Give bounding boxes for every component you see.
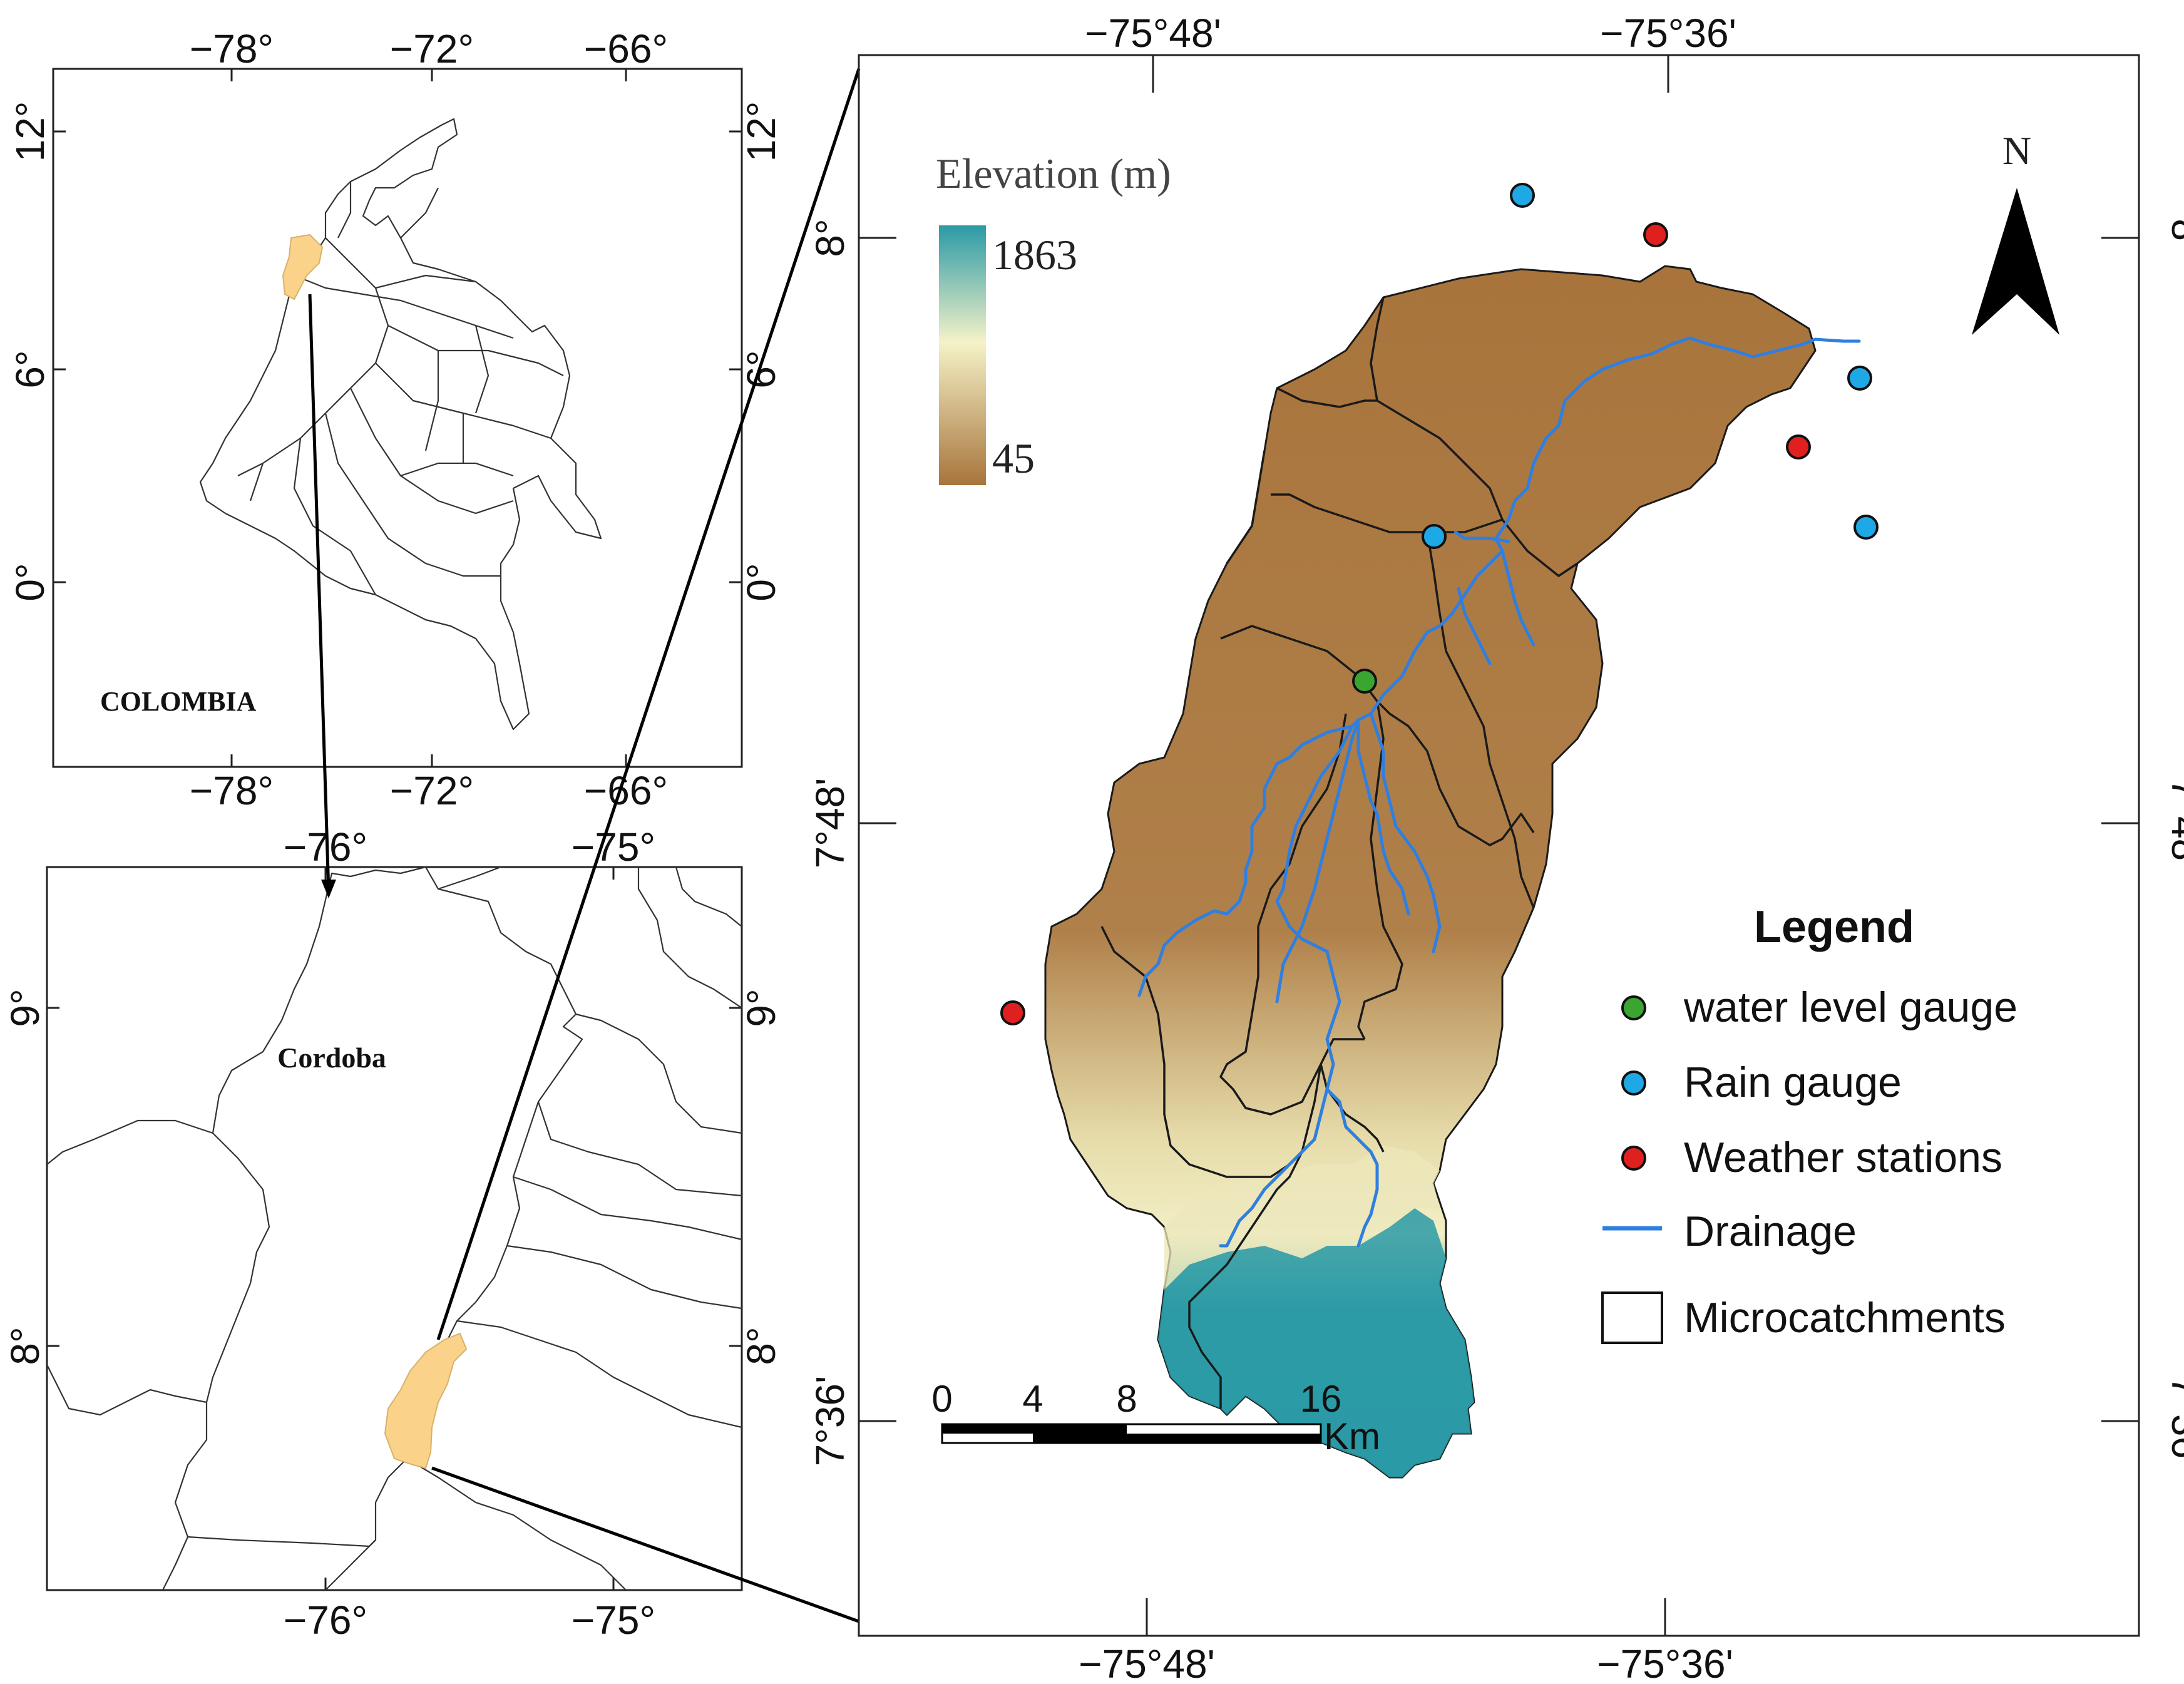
- overview-study-area-highlight: [282, 234, 324, 300]
- colombia-dept-borders: [237, 182, 564, 595]
- legend-water-level-symbol: [1621, 995, 1646, 1020]
- elevation-max-label: 1863: [992, 231, 1077, 279]
- main-top-tick-1: −75°48': [1085, 11, 1221, 56]
- overview-right-tick-3: 0°: [739, 563, 784, 601]
- department-label: Cordoba: [277, 1042, 386, 1074]
- legend-item-water-level: water level gauge: [1683, 983, 2017, 1031]
- weather-station-point: [1000, 1000, 1025, 1025]
- overview-bottom-tick-2: −72°: [390, 768, 474, 813]
- main-frame: [858, 54, 2140, 1637]
- main-left-tick-1: 8°: [807, 218, 853, 257]
- zoom-line-bottom: [431, 1466, 859, 1623]
- overview-to-department-arrow: [308, 294, 331, 893]
- leader-lines: [308, 68, 861, 1623]
- legend-item-drainage: Drainage: [1684, 1208, 1857, 1255]
- legend-title: Legend: [1754, 902, 1914, 952]
- department-study-area-highlight: [384, 1332, 468, 1469]
- legend-item-weather-stations: Weather stations: [1684, 1134, 2002, 1181]
- arrowhead-icon: [321, 880, 336, 898]
- cordoba-neighbour-borders: [46, 866, 742, 1591]
- department-frame: [46, 866, 743, 1591]
- main-right-tick-1: 8°: [2163, 218, 2184, 257]
- legend-microcatchment-symbol: [1601, 1291, 1663, 1344]
- overview-top-tick-1: −78°: [190, 26, 274, 71]
- main-left-tick-3: 7°36': [807, 1376, 853, 1467]
- water-level-gauge-point: [1352, 669, 1377, 694]
- microcatchment-boundaries: [1100, 297, 1578, 1409]
- cordoba-outline: [174, 866, 583, 1548]
- highland-transition: [1164, 1146, 1440, 1290]
- stations: [1000, 183, 1879, 1025]
- overview-left-tick-3: 0°: [8, 563, 53, 601]
- overview-top-tick-2: −72°: [390, 26, 474, 71]
- overview-right-tick-1: 12°: [739, 101, 784, 162]
- main-left-tick-2: 7°48': [807, 778, 853, 869]
- overview-right-tick-2: 6°: [739, 350, 784, 388]
- overview-left-tick-1: 12°: [8, 101, 53, 162]
- rain-gauge-point: [1422, 524, 1447, 549]
- drainage-tributaries: [1219, 530, 1535, 1248]
- legend: Legend water level gauge Rain gauge Weat…: [1601, 902, 2017, 1344]
- department-right-tick-2: 8°: [739, 1327, 784, 1365]
- overview-country-label: COLOMBIA: [100, 686, 257, 717]
- department-bottom-tick-2: −75°: [572, 1598, 655, 1643]
- weather-station-point: [1786, 434, 1811, 460]
- elevation-colorbar: [939, 225, 986, 485]
- main-bottom-tick-1: −75°48': [1079, 1641, 1215, 1684]
- main-bottom-tick-2: −75°36': [1597, 1641, 1733, 1684]
- department-left-tick-2: 8°: [3, 1327, 48, 1365]
- rain-gauge-point: [1510, 183, 1535, 208]
- overview-map: −78° −72° −66° −78° −72° −66° 12° 6° 0° …: [8, 26, 784, 813]
- legend-rain-gauge-symbol: [1621, 1070, 1646, 1096]
- scale-tick-16: 16: [1300, 1378, 1342, 1420]
- scale-tick-0: 0: [931, 1378, 952, 1420]
- department-bottom-tick-1: −76°: [284, 1598, 367, 1643]
- main-right-tick-3: 7°36': [2163, 1376, 2184, 1467]
- main-top-tick-2: −75°36': [1600, 11, 1736, 56]
- north-arrow-icon: [1972, 188, 2059, 335]
- scale-tick-4: 4: [1022, 1378, 1043, 1420]
- overview-frame: [52, 68, 743, 768]
- department-top-tick-2: −75°: [572, 824, 655, 870]
- weather-station-point: [1643, 222, 1668, 247]
- elevation-min-label: 45: [992, 434, 1035, 482]
- rain-gauge-point: [1847, 366, 1872, 391]
- colombia-outline: [199, 118, 602, 731]
- department-left-tick-1: 9°: [3, 988, 48, 1027]
- north-label: N: [2002, 128, 2031, 173]
- legend-item-rain-gauge: Rain gauge: [1684, 1059, 1902, 1106]
- overview-top-tick-3: −66°: [584, 26, 668, 71]
- department-right-tick-1: 9°: [739, 988, 784, 1027]
- scale-tick-8: 8: [1116, 1378, 1137, 1420]
- overview-bottom-tick-1: −78°: [190, 768, 274, 813]
- main-map: −75°48' −75°36' −75°48' −75°36' 8° 7°48'…: [807, 11, 2184, 1684]
- main-right-tick-2: 7°48': [2163, 778, 2184, 869]
- scale-bar: 0 4 8 16 Km: [931, 1378, 1380, 1457]
- elevation-title: Elevation (m): [936, 150, 1171, 197]
- scale-unit: Km: [1324, 1415, 1380, 1457]
- highland-shading: [1158, 1208, 1474, 1477]
- zoom-line-top: [436, 68, 861, 1340]
- department-map: −76° −75° −76° −75° 9° 8° 9° 8° Cordoba: [3, 824, 784, 1643]
- legend-weather-station-symbol: [1621, 1146, 1646, 1171]
- rain-gauge-point: [1853, 515, 1879, 540]
- legend-item-microcatchments: Microcatchments: [1684, 1294, 2006, 1342]
- overview-left-tick-2: 6°: [8, 350, 53, 388]
- drainage-main-channel: [1137, 336, 1861, 997]
